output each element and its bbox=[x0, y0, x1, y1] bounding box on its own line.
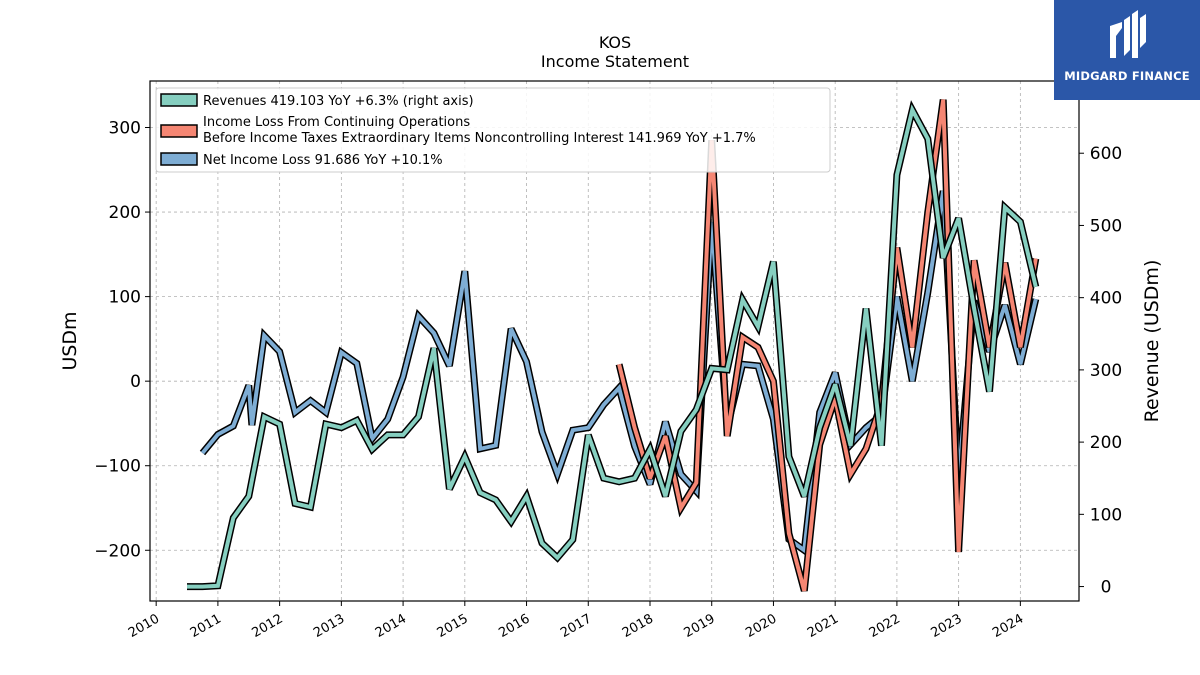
y-tick-label-left: −200 bbox=[94, 541, 141, 561]
brand-logo-text: MIDGARD FINANCE bbox=[1064, 69, 1190, 83]
x-tick-label: 2020 bbox=[743, 611, 779, 641]
y-tick-label-right: 500 bbox=[1090, 216, 1122, 236]
legend-label-revenues: Revenues 419.103 YoY +6.3% (right axis) bbox=[203, 94, 474, 109]
y-tick-label-right: 400 bbox=[1090, 289, 1122, 309]
x-tick-label: 2016 bbox=[496, 611, 532, 641]
plot-frame bbox=[149, 80, 1080, 602]
legend-label-income-loss-line1: Income Loss From Continuing Operations bbox=[203, 115, 470, 130]
x-tick-label: 2014 bbox=[373, 611, 409, 641]
y-tick-label-left: 0 bbox=[130, 372, 141, 392]
x-tick-label: 2011 bbox=[188, 611, 224, 641]
x-tick-label: 2024 bbox=[990, 611, 1026, 641]
y-tick-label-left: 100 bbox=[109, 288, 141, 308]
brand-logo: MIDGARD FINANCE bbox=[1054, 0, 1200, 100]
y-axis-left: −200 −100 0 100 200 300 bbox=[94, 119, 150, 561]
legend-label-income-loss-line2: Before Income Taxes Extraordinary Items … bbox=[203, 131, 756, 146]
y-axis-label-left: USDm bbox=[59, 311, 81, 370]
x-tick-label: 2023 bbox=[928, 611, 964, 641]
y-axis-label-right: Revenue (USDm) bbox=[1141, 260, 1163, 423]
y-tick-label-right: 600 bbox=[1090, 144, 1122, 164]
chart-title: KOS bbox=[599, 33, 631, 52]
legend-label-net-income: Net Income Loss 91.686 YoY +10.1% bbox=[203, 153, 443, 168]
x-axis: 2010 2011 2012 2013 2014 2015 2016 2017 2018 2019… bbox=[126, 601, 1026, 641]
legend-frame bbox=[155, 87, 831, 173]
x-tick-label: 2015 bbox=[435, 611, 471, 641]
legend-swatch-revenues bbox=[160, 93, 198, 107]
x-tick-label: 2010 bbox=[126, 611, 162, 641]
y-tick-label-right: 300 bbox=[1090, 361, 1122, 381]
y-tick-label-right: 100 bbox=[1090, 505, 1122, 525]
series-line-1 bbox=[617, 99, 1038, 592]
legend-swatch-net-income bbox=[160, 152, 198, 166]
x-tick-label: 2021 bbox=[805, 611, 841, 641]
chart-subtitle: Income Statement bbox=[541, 52, 689, 71]
y-tick-label-left: 200 bbox=[109, 203, 141, 223]
y-axis-right: 0 100 200 300 400 500 600 bbox=[1079, 144, 1122, 598]
x-tick-label: 2018 bbox=[620, 611, 656, 641]
y-tick-label-right: 0 bbox=[1101, 578, 1112, 598]
series-layer bbox=[187, 99, 1040, 592]
legend: Revenues 419.103 YoY +6.3% (right axis) … bbox=[155, 87, 831, 173]
x-tick-label: 2019 bbox=[682, 611, 718, 641]
legend-swatch-income-loss bbox=[160, 124, 198, 138]
series-line-0 bbox=[200, 190, 1038, 554]
x-tick-label: 2012 bbox=[249, 611, 285, 641]
midgard-logo-icon bbox=[1110, 10, 1146, 58]
y-tick-label-right: 200 bbox=[1090, 433, 1122, 453]
x-tick-label: 2022 bbox=[867, 611, 903, 641]
y-tick-label-left: −100 bbox=[94, 457, 141, 477]
x-tick-label: 2017 bbox=[558, 611, 594, 641]
y-tick-label-left: 300 bbox=[109, 119, 141, 139]
x-tick-label: 2013 bbox=[311, 611, 347, 641]
series-line-2 bbox=[187, 104, 1038, 589]
